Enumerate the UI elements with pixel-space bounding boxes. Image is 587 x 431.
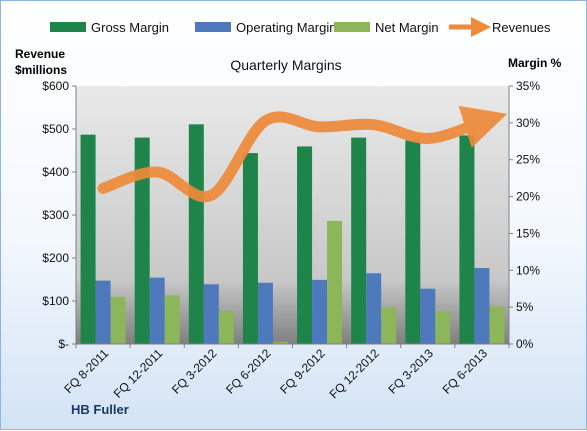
bar-gross-margin-fq-8-2011 [81, 135, 96, 344]
y-right-tick-label: 15% [516, 226, 540, 240]
bar-gross-margin-fq-12-2012 [351, 138, 366, 344]
x-tick-label: FQ 3-2012 [169, 346, 220, 397]
y-left-tick-label: $300 [42, 208, 69, 222]
legend-label-operating-margin: Operating Margin [236, 20, 336, 35]
legend-label-revenues: Revenues [492, 20, 551, 35]
y-right-tick-label: 30% [516, 116, 540, 130]
x-tick-label: FQ 12-2012 [327, 346, 382, 401]
y-right-tick-label: 35% [516, 79, 540, 93]
bar-gross-margin-fq-6-2012 [243, 153, 258, 344]
y-right-title: Margin % [508, 56, 562, 70]
bar-gross-margin-fq-9-2012 [297, 146, 312, 344]
legend-label-gross-margin: Gross Margin [91, 20, 169, 35]
x-tick-label: FQ 12-2011 [111, 346, 166, 401]
bar-net-margin-fq-12-2011 [165, 295, 180, 344]
bar-operating-margin-fq-6-2012 [258, 283, 273, 344]
bar-operating-margin-fq-3-2013 [420, 289, 435, 344]
y-right-tick-label: 25% [516, 153, 540, 167]
bar-net-margin-fq-3-2013 [435, 312, 450, 344]
bar-operating-margin-fq-12-2011 [150, 278, 165, 344]
x-tick-label: FQ 9-2012 [277, 346, 328, 397]
bar-net-margin-fq-3-2012 [219, 311, 234, 344]
y-left-tick-label: $600 [42, 79, 69, 93]
legend-swatch-gross-margin [50, 22, 86, 32]
bar-operating-margin-fq-3-2012 [204, 284, 219, 344]
brand-label: HB Fuller [71, 402, 129, 417]
bar-net-margin-fq-12-2012 [381, 307, 396, 344]
x-tick-label: FQ 6-2013 [440, 346, 491, 397]
legend-label-net-margin: Net Margin [375, 20, 439, 35]
x-tick-label: FQ 8-2011 [61, 346, 111, 396]
y-left-title-line2: $millions [15, 63, 67, 77]
legend-swatch-net-margin [334, 22, 370, 32]
bar-operating-margin-fq-9-2012 [312, 280, 327, 344]
bar-net-margin-fq-9-2012 [327, 221, 342, 344]
bar-gross-margin-fq-6-2013 [459, 135, 474, 344]
x-tick-label: FQ 6-2012 [223, 346, 274, 397]
bar-net-margin-fq-8-2011 [111, 297, 126, 344]
y-right-tick-label: 10% [516, 263, 540, 277]
bar-operating-margin-fq-12-2012 [366, 273, 381, 344]
y-left-tick-label: $- [58, 337, 69, 351]
y-right-tick-label: 20% [516, 190, 540, 204]
bar-operating-margin-fq-6-2013 [474, 268, 489, 344]
y-left-tick-label: $200 [42, 251, 69, 265]
y-right-tick-label: 0% [516, 337, 534, 351]
y-left-tick-label: $100 [42, 294, 69, 308]
y-left-tick-label: $500 [42, 122, 69, 136]
y-left-title-line1: Revenue [15, 47, 65, 61]
bar-gross-margin-fq-3-2013 [405, 141, 420, 344]
legend-swatch-operating-margin [195, 22, 231, 32]
legend: Gross Margin Operating Margin Net Margin… [50, 20, 551, 35]
bar-net-margin-fq-6-2013 [489, 306, 504, 344]
x-tick-label: FQ 3-2013 [385, 346, 436, 397]
y-right-tick-label: 5% [516, 300, 534, 314]
bar-operating-margin-fq-8-2011 [96, 281, 111, 344]
bar-gross-margin-fq-3-2012 [189, 124, 204, 344]
chart-title: Quarterly Margins [230, 57, 341, 73]
y-left-tick-label: $400 [42, 165, 69, 179]
